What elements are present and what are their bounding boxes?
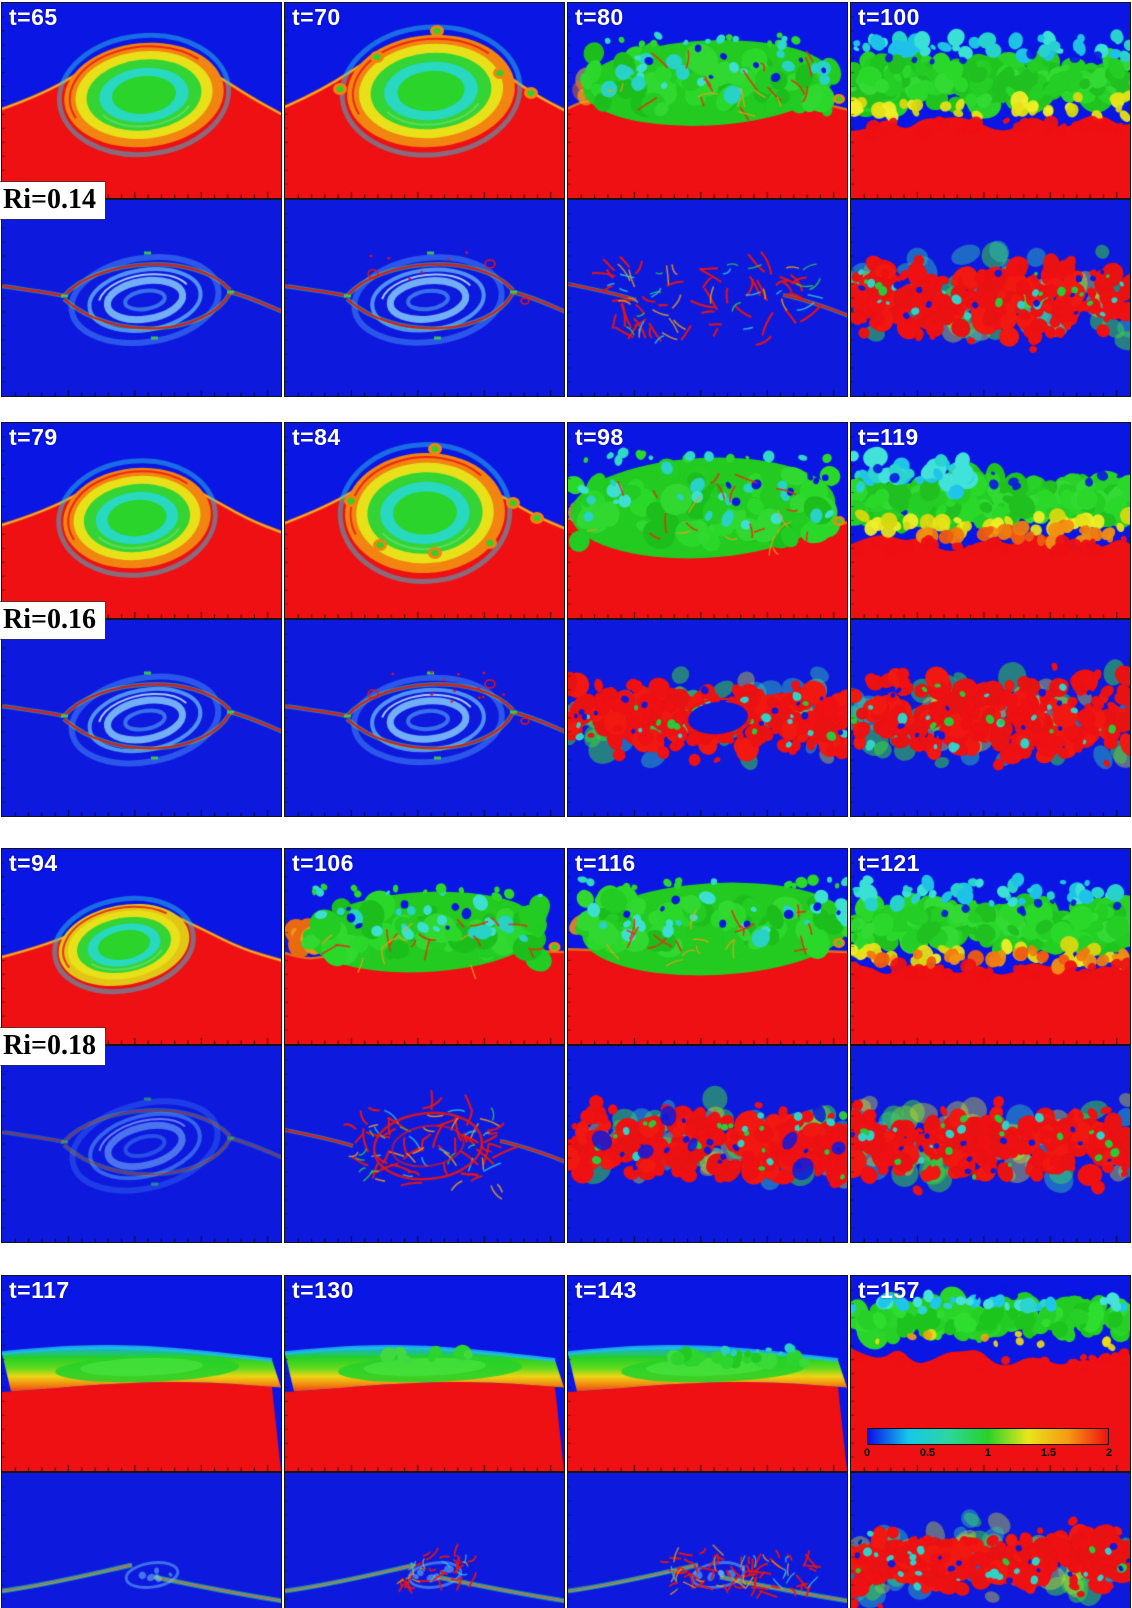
time-label: t=79 [9, 424, 58, 450]
gradient-field-canvas [285, 1046, 564, 1242]
scalar-field-panel: t=106 [284, 848, 565, 1045]
scalar-field-panel: t=98 [567, 422, 848, 619]
gradient-field-panel [567, 199, 848, 397]
colorbar-tick-label: 1.5 [1040, 1447, 1057, 1459]
scalar-field-panel: t=70 [284, 2, 565, 199]
time-label: t=130 [292, 1277, 354, 1303]
gradient-field-canvas [568, 620, 847, 816]
time-label: t=157 [858, 1277, 920, 1303]
richardson-number-label: Ri=0.16 [0, 602, 105, 639]
gradient-field-canvas [568, 200, 847, 396]
scalar-field-panel: t=121 [850, 848, 1131, 1045]
gradient-field-canvas [851, 1473, 1130, 1608]
scalar-field-panel: t=143 [567, 1275, 848, 1472]
gradient-field-panel [850, 619, 1131, 817]
scalar-field-canvas [285, 1276, 564, 1471]
gradient-field-panel [567, 1472, 848, 1608]
scalar-field-canvas [851, 423, 1130, 618]
scalar-field-panel: t=100 [850, 2, 1131, 199]
gradient-field-canvas [2, 200, 281, 396]
time-label: t=65 [9, 4, 58, 30]
scalar-field-canvas [285, 3, 564, 198]
scalar-field-panel: t=119 [850, 422, 1131, 619]
richardson-number-label: Ri=0.14 [0, 182, 105, 219]
time-label: t=84 [292, 424, 341, 450]
gradient-field-panel [1, 619, 282, 817]
time-label: t=80 [575, 4, 624, 30]
colorbar-tick-label: 0.5 [919, 1447, 936, 1459]
time-label: t=143 [575, 1277, 637, 1303]
gradient-field-panel [1, 199, 282, 397]
colorbar: 0 0.5 1 1.5 2 [864, 1428, 1112, 1459]
gradient-field-canvas [2, 620, 281, 816]
scalar-field-panel: t=79 [1, 422, 282, 619]
scalar-field-canvas [568, 3, 847, 198]
gradient-field-canvas [285, 1473, 564, 1608]
scalar-field-canvas [2, 3, 281, 198]
scalar-field-canvas [568, 849, 847, 1044]
gradient-field-panel [567, 1045, 848, 1243]
gradient-field-panel [850, 199, 1131, 397]
time-label: t=116 [575, 850, 636, 876]
colorbar-tick-label: 0 [863, 1447, 871, 1459]
gradient-field-panel [1, 1472, 282, 1608]
gradient-field-canvas [851, 200, 1130, 396]
gradient-field-panel [567, 619, 848, 817]
scalar-field-panel: t=65 [1, 2, 282, 199]
time-label: t=70 [292, 4, 341, 30]
scalar-field-canvas [285, 849, 564, 1044]
gradient-field-canvas [851, 1046, 1130, 1242]
richardson-number-label: Ri=0.18 [0, 1028, 105, 1065]
gradient-field-canvas [568, 1046, 847, 1242]
scalar-field-canvas [851, 3, 1130, 198]
scalar-field-canvas [851, 849, 1130, 1044]
colorbar-gradient [867, 1428, 1109, 1445]
scalar-field-canvas [2, 849, 281, 1044]
gradient-field-canvas [285, 620, 564, 816]
scalar-field-panel: t=84 [284, 422, 565, 619]
gradient-field-panel [284, 619, 565, 817]
time-label: t=117 [9, 1277, 70, 1303]
scalar-field-panel: t=117 [1, 1275, 282, 1472]
colorbar-tick-label: 2 [1105, 1447, 1113, 1459]
scalar-field-panel: t=157 0 0.5 1 1.5 2 [850, 1275, 1131, 1472]
gradient-field-panel [850, 1045, 1131, 1243]
time-label: t=119 [858, 424, 919, 450]
scalar-field-canvas [2, 1276, 281, 1471]
gradient-field-panel [1, 1045, 282, 1243]
gradient-field-canvas [2, 1046, 281, 1242]
scalar-field-panel: t=94 [1, 848, 282, 1045]
scalar-field-panel: t=116 [567, 848, 848, 1045]
gradient-field-panel [284, 199, 565, 397]
scalar-field-canvas [568, 1276, 847, 1471]
scalar-field-canvas [285, 423, 564, 618]
gradient-field-panel [850, 1472, 1131, 1608]
gradient-field-canvas [285, 200, 564, 396]
scalar-field-panel: t=130 [284, 1275, 565, 1472]
scalar-field-panel: t=80 [567, 2, 848, 199]
scalar-field-canvas [568, 423, 847, 618]
gradient-field-panel [284, 1472, 565, 1608]
gradient-field-canvas [568, 1473, 847, 1608]
time-label: t=94 [9, 850, 58, 876]
time-label: t=106 [292, 850, 354, 876]
gradient-field-panel [284, 1045, 565, 1243]
gradient-field-canvas [851, 620, 1130, 816]
colorbar-tick-label: 1 [984, 1447, 992, 1459]
scalar-field-canvas [2, 423, 281, 618]
gradient-field-canvas [2, 1473, 281, 1608]
time-label: t=121 [858, 850, 920, 876]
time-label: t=100 [858, 4, 920, 30]
time-label: t=98 [575, 424, 624, 450]
